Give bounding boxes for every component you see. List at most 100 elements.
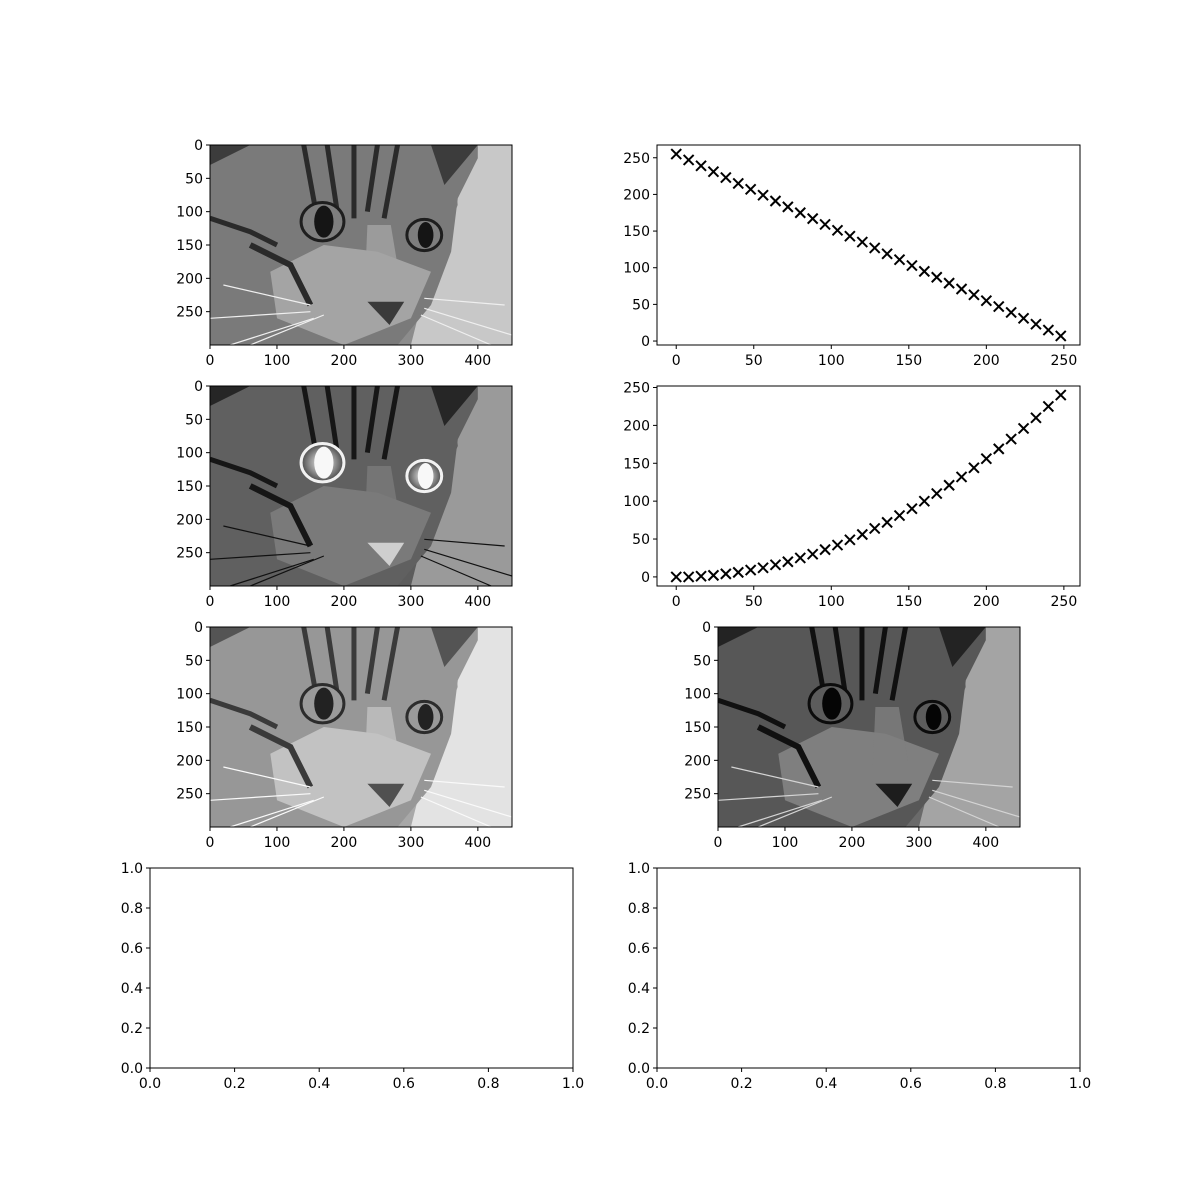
x-tick-label: 0.6 xyxy=(900,1076,922,1092)
x-tick-label: 400 xyxy=(464,353,491,369)
cat-whisker xyxy=(737,799,822,827)
axes-frame xyxy=(149,867,574,1069)
y-tick-label: 0.0 xyxy=(121,1061,143,1077)
data-point xyxy=(707,569,720,582)
data-point xyxy=(682,154,695,166)
cat-whisker xyxy=(424,307,512,336)
data-point xyxy=(682,571,695,583)
y-tick-label: 50 xyxy=(185,412,203,428)
image-background-right xyxy=(918,627,1020,827)
cat-image xyxy=(210,145,512,345)
x-tick-label: 0.0 xyxy=(139,1076,161,1092)
data-point xyxy=(769,559,782,571)
x-tick-label: 50 xyxy=(745,353,763,369)
y-tick-label: 0.0 xyxy=(628,1061,650,1077)
x-tick-label: 150 xyxy=(895,353,922,369)
y-tick-label: 250 xyxy=(176,546,203,562)
cat-nose-bridge xyxy=(364,707,405,801)
data-point xyxy=(1055,330,1067,342)
axes-frame xyxy=(656,144,1081,346)
x-tick-label: 0.8 xyxy=(477,1076,499,1092)
y-tick-label: 150 xyxy=(176,720,203,736)
data-point xyxy=(931,271,943,283)
y-tick-label: 0 xyxy=(194,620,203,636)
y-tick-label: 100 xyxy=(684,687,711,703)
data-point xyxy=(881,516,893,529)
data-point xyxy=(868,522,881,535)
x-tick-label: 0.8 xyxy=(984,1076,1006,1092)
y-tick-label: 0.8 xyxy=(628,901,650,917)
cat-nose-bridge xyxy=(872,707,913,801)
x-tick-label: 150 xyxy=(895,594,922,610)
y-tick-label: 0.6 xyxy=(628,941,650,957)
data-point xyxy=(844,534,856,546)
data-point xyxy=(831,539,844,551)
cat-whisker xyxy=(229,799,314,827)
x-tick-label: 400 xyxy=(464,835,491,851)
x-tick-label: 1.0 xyxy=(562,1076,584,1092)
x-tick-label: 250 xyxy=(1051,594,1078,610)
y-tick-label: 0.4 xyxy=(121,981,143,997)
cat-nose-bridge xyxy=(364,225,405,319)
cat-image xyxy=(718,627,1020,827)
data-point xyxy=(968,289,980,301)
x-tick-label: 100 xyxy=(264,594,291,610)
data-point xyxy=(744,564,757,576)
x-tick-label: 100 xyxy=(818,353,845,369)
y-tick-label: 50 xyxy=(693,653,711,669)
cat-stripe xyxy=(364,627,380,695)
cat-nose xyxy=(367,301,405,325)
y-tick-label: 200 xyxy=(176,271,203,287)
y-tick-label: 200 xyxy=(176,753,203,769)
cat-ear-left xyxy=(210,386,251,406)
data-point xyxy=(1017,422,1030,435)
subplot-7: 0.0 0.2 0.4 0.6 0.8 1.0 0.0 0.2 0.4 0.6 0.8 1.0 xyxy=(121,861,584,1092)
data-point xyxy=(1030,318,1042,330)
data-point xyxy=(806,548,819,560)
data-point xyxy=(819,218,831,231)
y-tick-label: 0.8 xyxy=(121,901,143,917)
data-point xyxy=(720,568,732,580)
y-tick-label: 0.2 xyxy=(121,1021,143,1037)
data-point xyxy=(831,224,844,237)
cat-stripe xyxy=(210,215,279,248)
y-tick-label: 100 xyxy=(623,261,650,277)
x-tick-label: 200 xyxy=(973,353,1000,369)
y-tick-label: 250 xyxy=(623,151,650,167)
x-tick-label: 100 xyxy=(818,594,845,610)
cat-nose-bridge xyxy=(364,466,405,560)
cat-stripe xyxy=(324,627,340,695)
data-point xyxy=(819,543,831,556)
cat-ear-left xyxy=(210,145,251,165)
x-tick-label: 200 xyxy=(331,594,358,610)
x-tick-label: 300 xyxy=(398,594,425,610)
x-tick-label: 0 xyxy=(672,594,681,610)
cat-stripe xyxy=(248,483,314,548)
y-tick-label: 200 xyxy=(623,187,650,203)
cat-ear-right xyxy=(939,627,986,667)
cat-whisker xyxy=(210,311,311,319)
cat-ear-right xyxy=(431,386,478,426)
y-tick-label: 0 xyxy=(194,379,203,395)
cat-image xyxy=(210,386,512,586)
data-point xyxy=(695,160,707,172)
subplot-2: 0 50 100 150 200 250 0 50 100 150 200 250 xyxy=(623,144,1081,369)
data-point xyxy=(1042,324,1055,336)
subplot-3: 0 100 200 300 400 0 50 100 150 200 250 xyxy=(176,379,513,610)
data-point xyxy=(993,300,1005,313)
data-point xyxy=(856,236,869,248)
y-tick-label: 150 xyxy=(623,456,650,472)
cat-whisker xyxy=(249,314,325,345)
cat-stripe xyxy=(210,456,279,489)
x-tick-label: 0.6 xyxy=(393,1076,415,1092)
x-tick-label: 0 xyxy=(672,353,681,369)
data-point xyxy=(757,189,769,201)
data-point xyxy=(670,571,682,583)
data-point xyxy=(1005,433,1017,445)
cat-nose xyxy=(367,542,405,566)
image-background-right xyxy=(410,386,512,586)
data-point xyxy=(918,265,931,278)
cat-eye-right-pupil xyxy=(417,222,434,248)
y-tick-label: 150 xyxy=(623,224,650,240)
